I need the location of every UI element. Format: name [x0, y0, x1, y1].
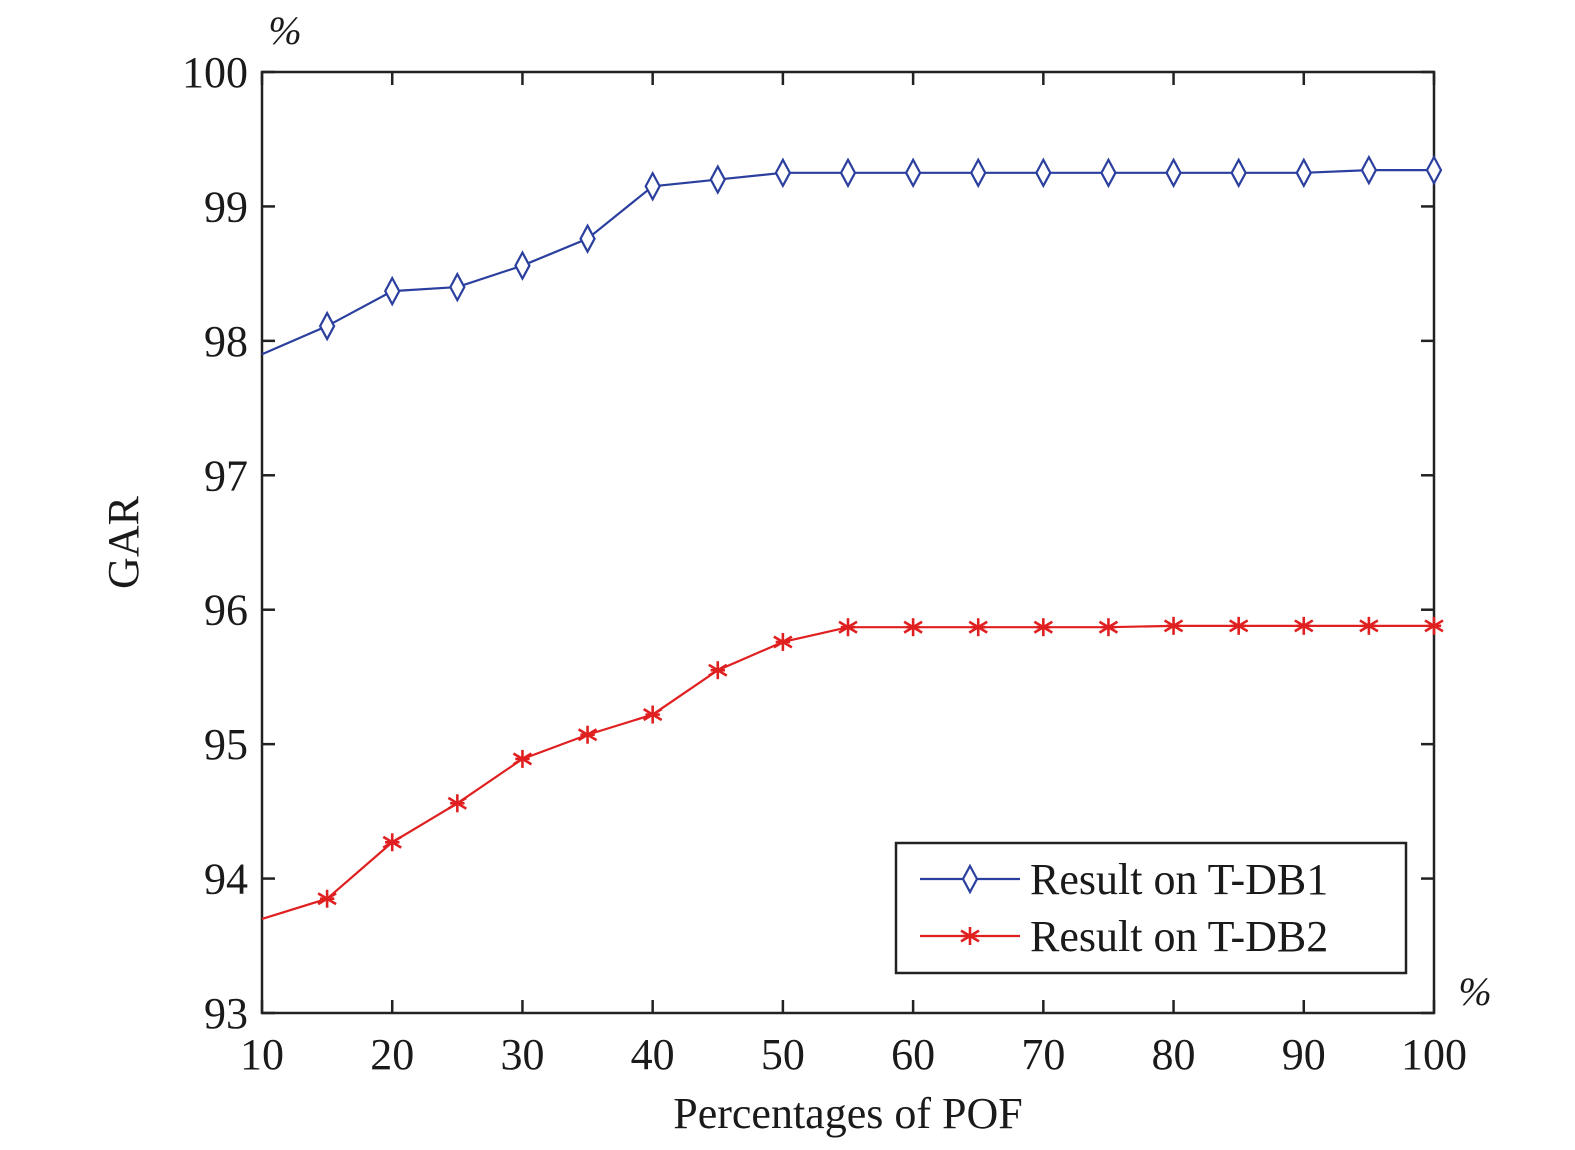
- axis-ticks: [260, 70, 1436, 1015]
- x-tick-label: 50: [761, 1030, 805, 1079]
- data-point: [1228, 616, 1249, 635]
- x-tick-label: 30: [500, 1030, 544, 1079]
- data-point: [1360, 154, 1378, 186]
- data-point: [968, 618, 988, 637]
- data-point: [969, 157, 987, 189]
- y-tick-label: 95: [204, 720, 248, 769]
- data-point: [382, 833, 402, 852]
- x-tick-label: 20: [370, 1030, 414, 1079]
- series-1: [261, 154, 1443, 356]
- legend-items: Result on T-DB1 Result on T-DB2: [920, 855, 1328, 961]
- data-point: [1035, 157, 1052, 189]
- legend-box: [894, 841, 1408, 975]
- x-tick-label: 10: [240, 1030, 284, 1079]
- x-axis-unit: %: [1458, 969, 1491, 1014]
- data-point: [774, 157, 792, 189]
- data-point: [1100, 157, 1117, 189]
- y-tick-label: 99: [204, 182, 248, 231]
- data-point: [514, 250, 531, 281]
- data-point: [579, 223, 596, 255]
- series-2: [261, 616, 1444, 920]
- x-tick-label: 80: [1152, 1030, 1196, 1079]
- data-point: [383, 275, 401, 307]
- data-point: [1230, 157, 1247, 189]
- y-axis-title: GAR: [99, 495, 148, 589]
- data-point: [644, 170, 661, 202]
- data-point: [1163, 616, 1184, 635]
- x-tick-label: 40: [631, 1030, 675, 1079]
- x-axis-title: Percentages of POF: [673, 1089, 1023, 1138]
- data-point: [447, 794, 468, 813]
- data-point: [709, 164, 727, 195]
- data-point: [642, 705, 663, 724]
- series-layer: [261, 154, 1444, 920]
- data-point: [1295, 157, 1313, 189]
- plot-frame: [260, 70, 1436, 1015]
- data-point: [512, 749, 533, 768]
- data-point: [839, 157, 857, 189]
- tick-labels: 10 20 30 40 50 60 70 80 90 100 93 94 95 96 97 98 99 100: [182, 48, 1467, 1079]
- legend-label: Result on T-DB1: [1030, 855, 1328, 904]
- legend-entry: Result on T-DB2: [920, 912, 1328, 961]
- y-tick-label: 96: [204, 586, 248, 635]
- y-tick-label: 93: [204, 989, 248, 1038]
- legend: Result on T-DB1 Result on T-DB2: [894, 841, 1408, 975]
- x-tick-label: 100: [1401, 1030, 1467, 1079]
- data-point: [903, 618, 923, 637]
- data-point: [1098, 618, 1119, 637]
- data-point: [838, 618, 858, 637]
- data-point: [1425, 154, 1443, 186]
- y-tick-label: 100: [182, 48, 248, 97]
- legend-marker: [961, 863, 979, 895]
- legend-marker: [960, 927, 980, 945]
- data-point: [904, 157, 922, 189]
- x-tick-label: 60: [891, 1030, 935, 1079]
- data-point: [1294, 616, 1314, 635]
- data-point: [708, 661, 728, 680]
- data-point: [577, 725, 598, 744]
- x-tick-label: 90: [1282, 1030, 1326, 1079]
- data-point: [449, 271, 466, 303]
- y-axis-unit: %: [268, 8, 301, 53]
- x-tick-label: 70: [1021, 1030, 1065, 1079]
- data-point: [773, 632, 793, 651]
- data-point: [1033, 618, 1054, 637]
- y-tick-label: 98: [204, 317, 248, 366]
- legend-entry: Result on T-DB1: [920, 855, 1328, 904]
- data-point: [1165, 157, 1182, 189]
- y-tick-label: 97: [204, 451, 248, 500]
- legend-label: Result on T-DB2: [1030, 912, 1328, 961]
- plot-area: [260, 70, 1444, 1015]
- data-point: [1359, 616, 1379, 635]
- data-point: [1424, 616, 1444, 635]
- data-point: [318, 310, 336, 342]
- data-point: [317, 889, 337, 908]
- y-tick-label: 94: [204, 855, 248, 904]
- series-line: [261, 169, 1434, 356]
